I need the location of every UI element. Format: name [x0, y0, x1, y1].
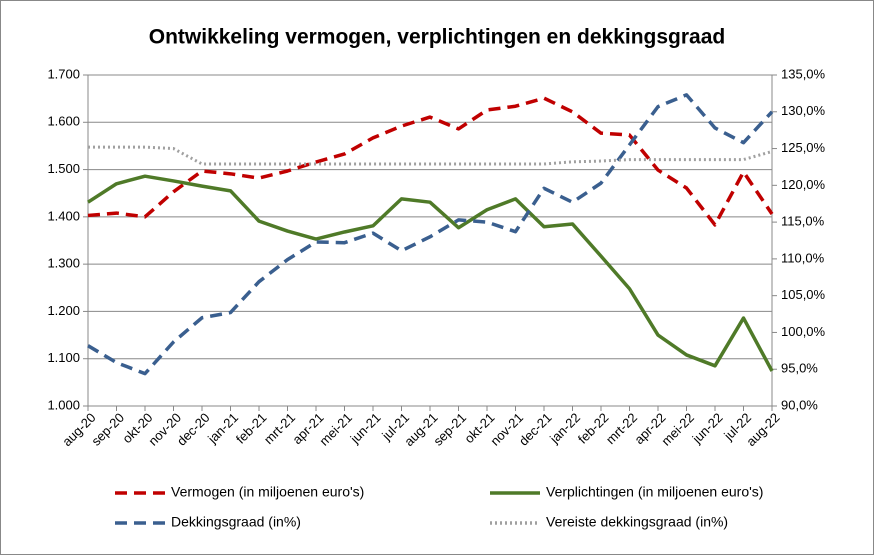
- series-line: [87, 96, 774, 227]
- y-tick-label: 1.600: [47, 114, 80, 129]
- y2-tick-label: 100,0%: [781, 324, 826, 339]
- y-tick-label: 1.500: [47, 161, 80, 176]
- y-tick-label: 1.000: [47, 397, 80, 412]
- chart-title: Ontwikkeling vermogen, verplichtingen en…: [149, 26, 725, 49]
- y2-tick-label: 90,0%: [781, 397, 818, 412]
- y2-tick-label: 115,0%: [781, 214, 825, 229]
- legend-label: Verplichtingen (in miljoenen euro's): [546, 484, 763, 500]
- series-line: [88, 145, 773, 166]
- y-tick-label: 1.700: [47, 66, 80, 81]
- legend-label: Vereiste dekkingsgraad (in%): [546, 514, 728, 530]
- series-line: [87, 93, 774, 376]
- legend-label: Vermogen (in miljoenen euro's): [171, 484, 364, 500]
- y-tick-label: 1.400: [47, 208, 80, 223]
- y2-tick-label: 110,0%: [781, 250, 825, 265]
- y2-tick-label: 105,0%: [781, 287, 826, 302]
- y-tick-label: 1.300: [47, 256, 80, 271]
- y-tick-label: 1.100: [47, 350, 80, 365]
- legend-label: Dekkingsgraad (in%): [171, 514, 301, 530]
- series-line: [87, 174, 774, 372]
- y2-tick-label: 135,0%: [781, 66, 826, 81]
- y2-tick-label: 130,0%: [781, 103, 826, 118]
- y-tick-label: 1.200: [47, 303, 80, 318]
- y2-tick-label: 95,0%: [781, 361, 818, 376]
- y2-tick-label: 120,0%: [781, 177, 826, 192]
- y2-tick-label: 125,0%: [781, 140, 826, 155]
